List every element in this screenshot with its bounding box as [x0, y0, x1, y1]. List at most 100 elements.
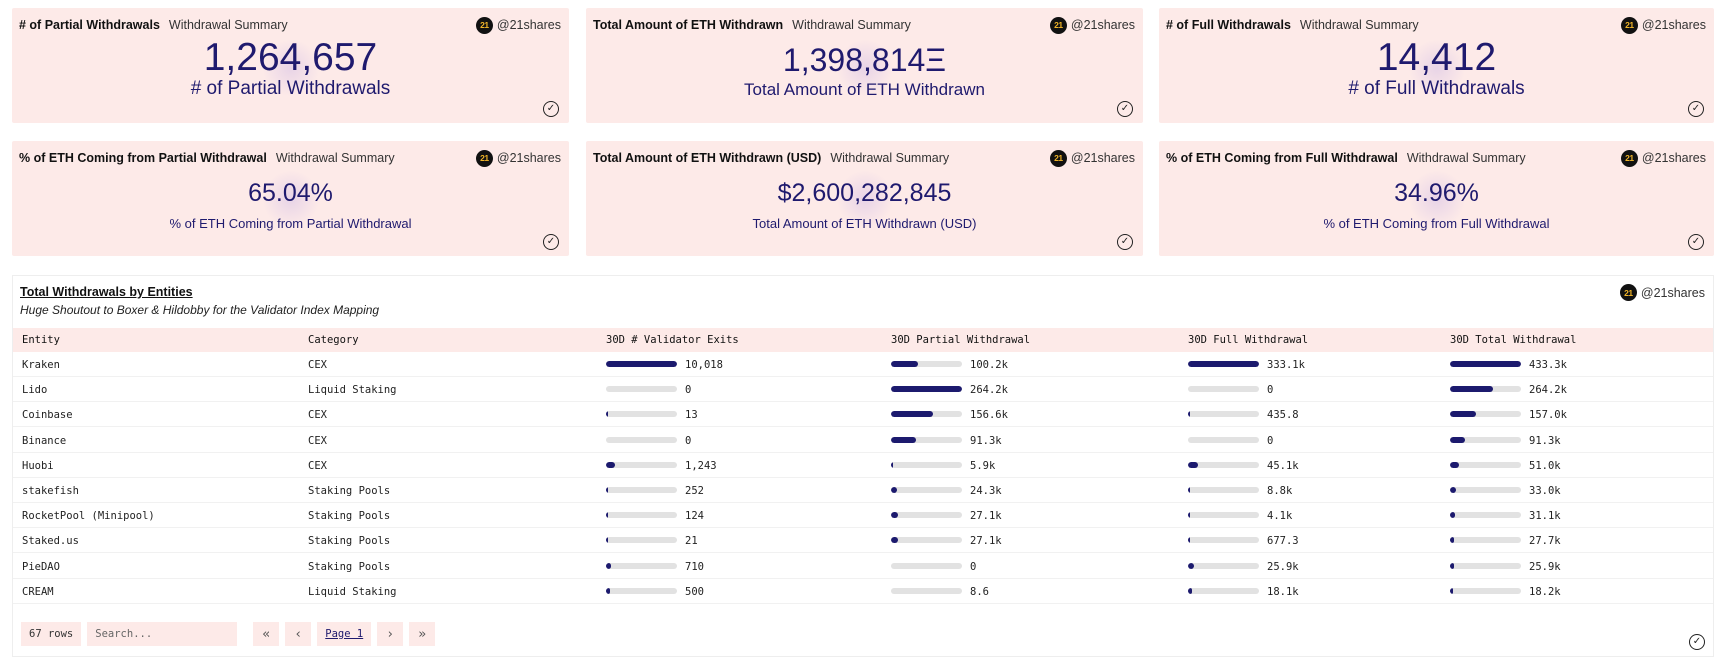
table-row[interactable]: CREAM Liquid Staking 500 8.6 18.1k 18.2k: [13, 579, 1713, 604]
brand[interactable]: 21 @21shares: [475, 149, 561, 167]
total-value: 33.0k: [1529, 485, 1561, 497]
table-row[interactable]: Staked.us Staking Pools 21 27.1k 677.3 27.7k: [13, 528, 1713, 554]
total-value: 51.0k: [1529, 459, 1561, 472]
full-value: 0: [1267, 384, 1274, 397]
full-bar: [1188, 386, 1259, 393]
search-input[interactable]: Search...: [87, 622, 238, 646]
brand-handle: @21shares: [1641, 151, 1706, 165]
partial-bar-fill: [891, 361, 918, 367]
watermark-logo: [1408, 171, 1465, 227]
total-value: 157.0k: [1529, 409, 1567, 422]
exits-bar-fill: [606, 411, 609, 418]
exits-bar-fill: [606, 562, 611, 569]
total-bar: [1450, 386, 1521, 393]
column-header-exits[interactable]: 30D # Validator Exits: [606, 334, 739, 346]
watermark-logo: [836, 40, 893, 96]
category-cell: Liquid Staking: [308, 384, 397, 397]
exits-value: 21: [685, 535, 698, 548]
kpi-caption: # of Partial Withdrawals: [190, 78, 391, 99]
total-value: 91.3k: [1529, 434, 1561, 447]
total-bar: [1450, 537, 1521, 544]
total-bar: [1450, 587, 1521, 594]
entities-table-panel: Total Withdrawals by Entities Huge Shout…: [12, 275, 1714, 657]
total-bar: [1450, 461, 1521, 468]
brand-logo-icon: 21: [1049, 149, 1067, 167]
full-bar: [1188, 361, 1259, 367]
total-bar-fill: [1450, 512, 1455, 519]
column-header-entity[interactable]: Entity: [22, 334, 60, 346]
brand-handle: @21shares: [1640, 285, 1705, 300]
page-indicator[interactable]: Page 1: [317, 622, 372, 646]
watermark-logo: [836, 171, 893, 227]
brand-handle: @21shares: [1641, 18, 1706, 32]
column-header-full[interactable]: 30D Full Withdrawal: [1188, 334, 1309, 346]
partial-value: 0: [970, 560, 977, 573]
card-subtitle: Withdrawal Summary: [1299, 18, 1419, 32]
exits-bar-fill: [606, 512, 609, 519]
category-cell: CEX: [308, 409, 327, 422]
brand[interactable]: 21 @21shares: [1049, 16, 1135, 34]
category-cell: Staking Pools: [308, 485, 391, 497]
table-row[interactable]: RocketPool (Minipool) Staking Pools 124 27.…: [13, 503, 1713, 529]
check-circle-icon[interactable]: ✓: [1689, 634, 1705, 650]
partial-value: 8.6: [970, 585, 989, 598]
brand-handle: @21shares: [496, 18, 561, 32]
partial-bar: [891, 436, 962, 443]
double-chevron-right-icon[interactable]: »: [409, 622, 436, 646]
full-bar: [1188, 562, 1259, 569]
check-circle-icon[interactable]: ✓: [1117, 101, 1133, 117]
total-bar-fill: [1450, 461, 1459, 468]
table-row[interactable]: Kraken CEX 10,018 100.2k 333.1k 433.3k: [13, 352, 1713, 377]
check-circle-icon[interactable]: ✓: [1688, 101, 1704, 117]
kpi-value: 1,398,814Ξ: [782, 42, 947, 78]
brand[interactable]: 21 @21shares: [1620, 16, 1706, 34]
table-row[interactable]: stakefish Staking Pools 252 24.3k 8.8k 33.0k: [13, 478, 1713, 503]
table-row[interactable]: Huobi CEX 1,243 5.9k 45.1k 51.0k: [13, 453, 1713, 478]
exits-bar-fill: [606, 461, 615, 468]
table-row[interactable]: Lido Liquid Staking 0 264.2k 0 264.2k: [13, 377, 1713, 403]
kpi-card-usd-withdrawn: Total Amount of ETH Withdrawn (USD) With…: [586, 141, 1143, 256]
kpi-card-full-count: # of Full Withdrawals Withdrawal Summary…: [1159, 8, 1714, 123]
card-subtitle: Withdrawal Summary: [1406, 151, 1526, 165]
chevron-left-icon[interactable]: ‹: [285, 622, 312, 646]
brand-logo-icon: 21: [1620, 149, 1638, 167]
column-header-category[interactable]: Category: [308, 334, 359, 346]
double-chevron-left-icon[interactable]: «: [253, 622, 280, 646]
chevron-right-icon[interactable]: ›: [377, 622, 404, 646]
check-circle-icon[interactable]: ✓: [1117, 234, 1133, 250]
entity-cell: Huobi: [22, 459, 54, 472]
column-header-partial[interactable]: 30D Partial Withdrawal: [891, 334, 1031, 346]
entity-cell: Kraken: [22, 359, 60, 371]
partial-bar-fill: [891, 411, 933, 418]
table-row[interactable]: Coinbase CEX 13 156.6k 435.8 157.0k: [13, 402, 1713, 428]
brand[interactable]: 21 @21shares: [1620, 149, 1706, 167]
brand[interactable]: 21 @21shares: [1619, 284, 1705, 301]
check-circle-icon[interactable]: ✓: [543, 101, 559, 117]
total-bar: [1450, 562, 1521, 569]
kpi-caption: # of Full Withdrawals: [1348, 78, 1525, 99]
exits-value: 252: [685, 485, 704, 497]
partial-value: 24.3k: [970, 485, 1002, 497]
category-cell: Staking Pools: [308, 510, 391, 523]
table-title[interactable]: Total Withdrawals by Entities: [20, 285, 193, 299]
check-circle-icon[interactable]: ✓: [543, 234, 559, 250]
card-subtitle: Withdrawal Summary: [275, 151, 395, 165]
brand[interactable]: 21 @21shares: [475, 16, 561, 34]
entity-cell: PieDAO: [22, 560, 60, 573]
kpi-card-eth-withdrawn: Total Amount of ETH Withdrawn Withdrawal…: [586, 8, 1143, 123]
table-row[interactable]: Binance CEX 0 91.3k 0 91.3k: [13, 428, 1713, 453]
table-row[interactable]: PieDAO Staking Pools 710 0 25.9k 25.9k: [13, 554, 1713, 579]
partial-bar-fill: [891, 386, 962, 393]
kpi-value: 34.96%: [1394, 179, 1479, 207]
entity-cell: CREAM: [22, 585, 54, 598]
exits-bar: [606, 487, 677, 493]
kpi-value: 65.04%: [248, 179, 333, 207]
total-bar-fill: [1450, 361, 1521, 367]
column-header-total[interactable]: 30D Total Withdrawal: [1450, 334, 1577, 346]
check-circle-icon[interactable]: ✓: [1688, 234, 1704, 250]
watermark-logo: [1408, 40, 1465, 96]
brand-logo-icon: 21: [1620, 16, 1638, 34]
kpi-caption: Total Amount of ETH Withdrawn: [744, 80, 985, 99]
brand[interactable]: 21 @21shares: [1049, 149, 1135, 167]
full-value: 333.1k: [1267, 359, 1305, 371]
